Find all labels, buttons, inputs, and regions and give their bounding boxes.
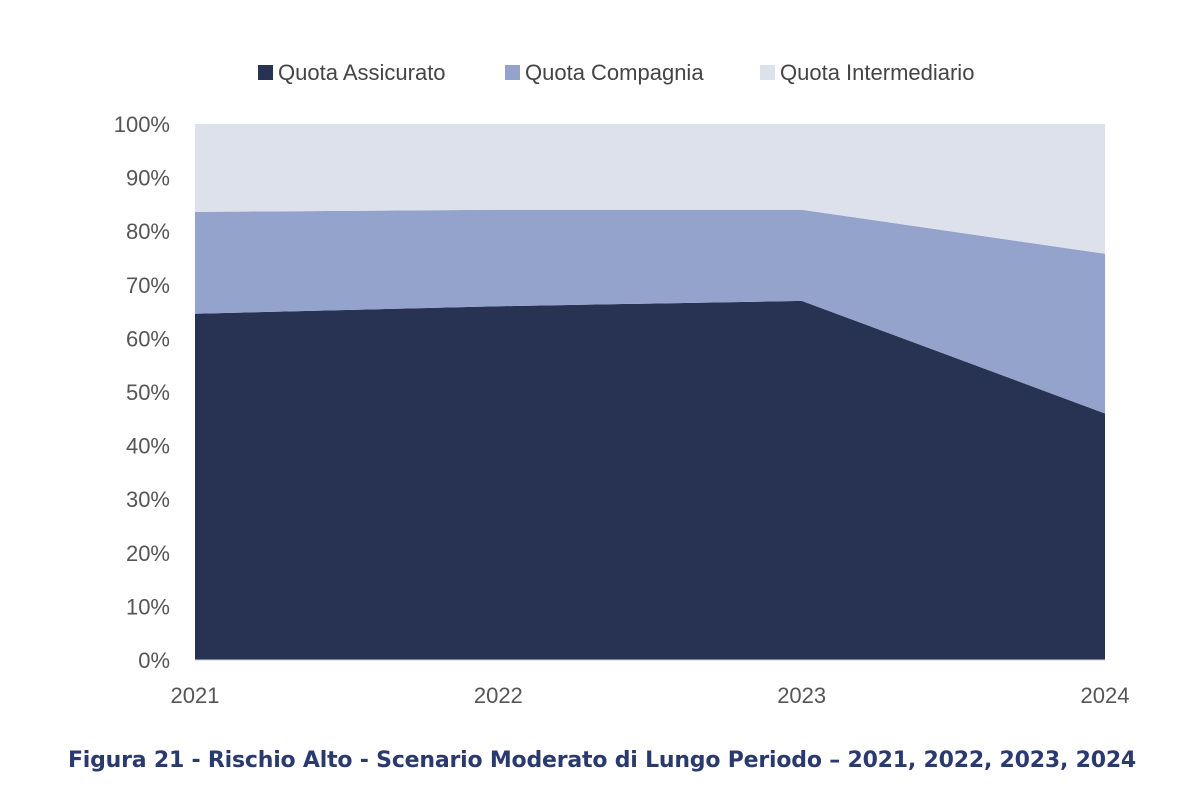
stacked-area-chart: Quota Assicurato Quota Compagnia Quota Int… — [114, 60, 1130, 708]
legend-label-quota-assicurato: Quota Assicurato — [278, 60, 446, 85]
y-tick-label: 0% — [138, 648, 170, 673]
y-tick-label: 40% — [126, 434, 170, 459]
y-tick-label: 90% — [126, 166, 170, 191]
legend-swatch-quota-compagnia — [505, 65, 520, 80]
x-axis: 2021 2022 2023 2024 — [171, 659, 1130, 708]
plot-area — [195, 124, 1105, 660]
figure-caption: Figura 21 - Rischio Alto - Scenario Mode… — [67, 748, 1137, 773]
area-quota-intermediario — [195, 124, 1105, 254]
legend-swatch-quota-intermediario — [760, 65, 775, 80]
y-tick-label: 80% — [126, 219, 170, 244]
legend: Quota Assicurato Quota Compagnia Quota Int… — [258, 60, 974, 85]
x-tick-label: 2021 — [171, 683, 220, 708]
x-tick-label: 2022 — [474, 683, 523, 708]
y-tick-label: 20% — [126, 541, 170, 566]
legend-label-quota-compagnia: Quota Compagnia — [525, 60, 704, 85]
x-tick-label: 2024 — [1081, 683, 1130, 708]
y-tick-label: 60% — [126, 326, 170, 351]
area-quota-assicurato — [195, 300, 1105, 660]
y-tick-label: 70% — [126, 273, 170, 298]
y-tick-label: 30% — [126, 487, 170, 512]
area-quota-compagnia — [195, 209, 1105, 414]
x-tick-label: 2023 — [777, 683, 826, 708]
y-tick-label: 50% — [126, 380, 170, 405]
legend-swatch-quota-assicurato — [258, 65, 273, 80]
y-axis: 0% 10% 20% 30% 40% 50% 60% 70% 80% 90% 100% — [114, 112, 170, 673]
y-tick-label: 100% — [114, 112, 170, 137]
legend-label-quota-intermediario: Quota Intermediario — [780, 60, 974, 85]
y-tick-label: 10% — [126, 594, 170, 619]
